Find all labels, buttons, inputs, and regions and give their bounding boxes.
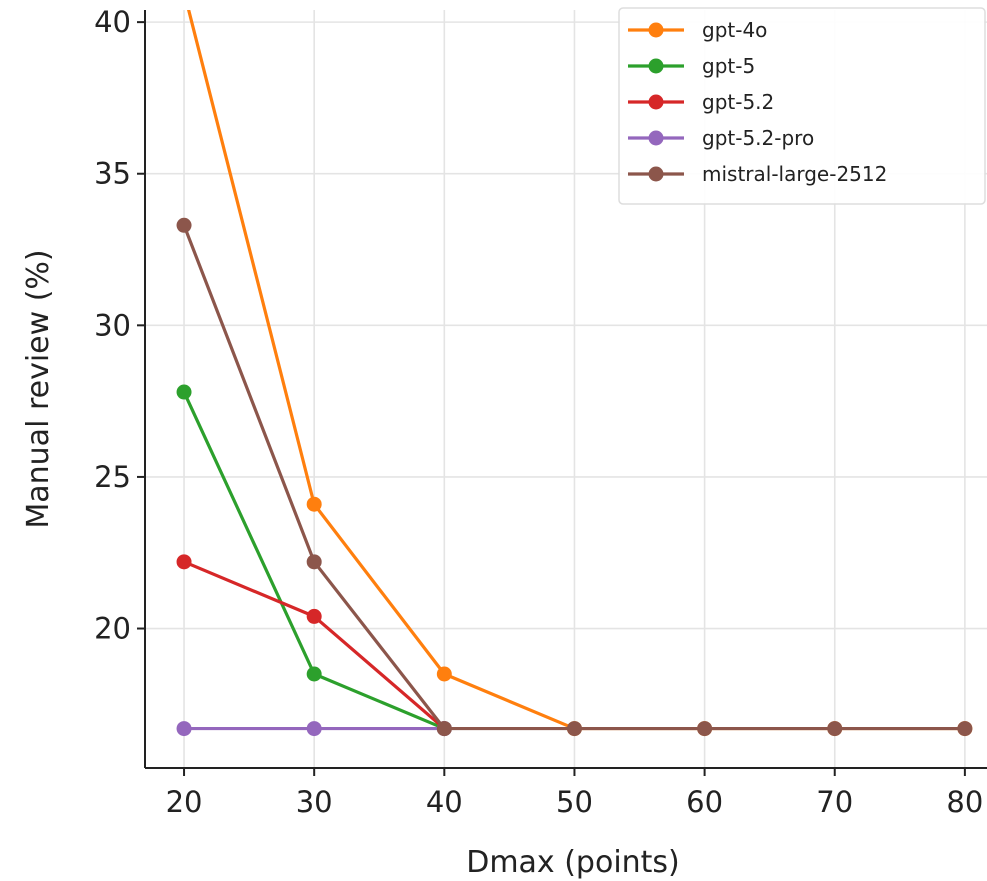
y-tick-label: 25 xyxy=(94,460,131,494)
x-tick-label: 50 xyxy=(556,785,593,819)
axes xyxy=(144,10,987,769)
legend-label-gpt-5.2-pro: gpt-5.2-pro xyxy=(702,126,814,150)
data-point-gpt-4o xyxy=(436,666,452,682)
y-tick-label: 20 xyxy=(94,612,131,646)
y-tick-label: 40 xyxy=(94,5,131,39)
data-point-gpt-5 xyxy=(306,666,322,682)
data-point-gpt-5 xyxy=(176,384,192,400)
x-tick-label: 30 xyxy=(296,785,333,819)
data-point-gpt-5.2-pro xyxy=(306,721,322,737)
data-point-mistral-large-2512 xyxy=(436,721,452,737)
x-tick-label: 40 xyxy=(426,785,463,819)
legend-marker-gpt-5.2 xyxy=(648,94,664,110)
data-point-mistral-large-2512 xyxy=(827,721,843,737)
legend-marker-gpt-5 xyxy=(648,58,664,74)
x-tick-label: 70 xyxy=(816,785,853,819)
data-point-mistral-large-2512 xyxy=(957,721,973,737)
x-axis-label: Dmax (points) xyxy=(466,845,680,880)
data-point-mistral-large-2512 xyxy=(176,217,192,233)
legend-label-gpt-5: gpt-5 xyxy=(702,54,755,78)
data-point-gpt-4o xyxy=(306,496,322,512)
legend-label-gpt-4o: gpt-4o xyxy=(702,18,767,42)
data-point-mistral-large-2512 xyxy=(697,721,713,737)
ticks: 20 30 40 50 60 70 80 20 25 30 35 40 xyxy=(94,5,983,819)
x-tick-label: 60 xyxy=(686,785,723,819)
legend-marker-gpt-5.2-pro xyxy=(648,130,664,146)
legend-label-mistral-large-2512: mistral-large-2512 xyxy=(702,162,887,186)
data-point-gpt-5.2 xyxy=(306,608,322,624)
data-point-mistral-large-2512 xyxy=(306,554,322,570)
legend-box xyxy=(618,7,986,205)
legend: gpt-4o gpt-5 gpt-5.2 gpt-5.2-pro mistral-lar… xyxy=(618,7,986,205)
legend-marker-mistral-large-2512 xyxy=(648,166,664,182)
y-axis-label: Manual review (%) xyxy=(21,249,56,528)
data-point-gpt-5.2 xyxy=(176,554,192,570)
legend-marker-gpt-4o xyxy=(648,22,664,38)
x-tick-label: 80 xyxy=(946,785,983,819)
y-tick-label: 35 xyxy=(94,157,131,191)
legend-label-gpt-5.2: gpt-5.2 xyxy=(702,90,774,114)
x-tick-label: 20 xyxy=(166,785,203,819)
series-layer xyxy=(176,10,973,737)
y-tick-label: 30 xyxy=(94,308,131,342)
data-point-mistral-large-2512 xyxy=(566,721,582,737)
data-point-gpt-5.2-pro xyxy=(176,721,192,737)
